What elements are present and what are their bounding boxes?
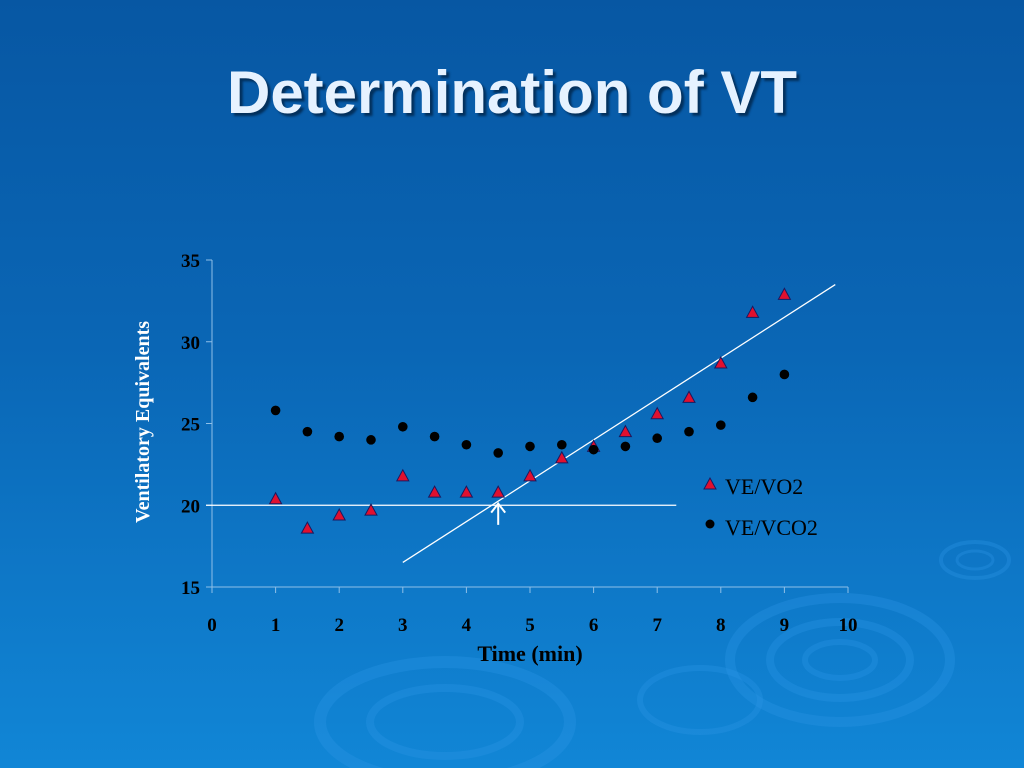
ve-vo2-point: [427, 485, 442, 498]
ve-vco2-point: [302, 426, 313, 437]
legend-marker-ve-vo2: [703, 476, 717, 490]
ve-vco2-point: [366, 435, 376, 445]
ve-vco2-point: [652, 433, 662, 444]
y-axis-label: Ventilatory Equivalents: [132, 321, 154, 523]
ve-vco2-point: [620, 441, 631, 452]
ve-vo2-point: [523, 468, 537, 482]
x-tick-label: 2: [334, 615, 344, 636]
y-tick-label: 30: [181, 333, 200, 354]
x-tick-label: 9: [780, 615, 790, 636]
x-tick-label: 8: [716, 615, 726, 636]
ve-vo2-point: [618, 424, 633, 438]
ve-vo2-point: [459, 485, 474, 498]
ve-vco2-point: [461, 439, 472, 450]
ve-vo2-point: [554, 450, 569, 464]
ve-vco2-point: [270, 405, 281, 416]
x-tick-label: 7: [652, 615, 662, 636]
ve-vo2-point: [745, 305, 760, 318]
x-tick-label: 0: [207, 615, 217, 636]
x-tick-label: 6: [589, 615, 599, 636]
ve-vo2-point: [395, 468, 410, 482]
ve-vco2-point: [557, 439, 567, 450]
chart-legend: VE/VO2 VE/VCO2: [703, 474, 818, 540]
x-tick-label: 1: [271, 615, 281, 636]
ve-vco2-point: [588, 444, 599, 455]
chart-annotations: [206, 283, 836, 564]
y-tick-label: 25: [181, 415, 200, 436]
ve-vo2-point: [650, 406, 665, 420]
threshold-slope-line: [402, 283, 836, 564]
x-tick-label: 5: [525, 615, 535, 636]
legend-label-ve-vo2: VE/VO2: [725, 474, 803, 499]
ve-vo2-point: [268, 491, 283, 505]
y-tick-label: 15: [181, 578, 200, 599]
ve-vco2-point: [398, 421, 408, 432]
chart-marks: [268, 287, 792, 534]
y-tick-label: 20: [181, 496, 200, 517]
ve-vo2-point: [364, 503, 378, 516]
ve-vco2-point: [429, 431, 440, 442]
chart-axes: 15 20 25 30 35 0 1 2 3 4 5 6 7 8 9 10: [181, 251, 858, 636]
x-tick-label: 3: [398, 615, 408, 636]
threshold-arrow-head: [490, 501, 506, 514]
ve-vco2-point: [684, 426, 694, 437]
y-tick-label: 35: [181, 251, 200, 272]
ve-vco2-point: [493, 448, 504, 458]
ve-vco2-point: [334, 431, 345, 442]
x-tick-label: 4: [462, 615, 472, 636]
legend-marker-ve-vco2: [705, 519, 715, 529]
x-axis-label: Time (min): [477, 641, 582, 666]
ve-vo2-point: [713, 355, 728, 369]
ve-vco2-point: [716, 420, 726, 430]
ve-vo2-point: [682, 390, 696, 403]
ve-vo2-point: [332, 508, 347, 521]
ve-vco2-point: [779, 369, 790, 380]
x-tick-label: 10: [839, 615, 858, 636]
ve-vo2-point: [491, 485, 506, 498]
legend-label-ve-vco2: VE/VCO2: [725, 515, 818, 540]
ve-vo2-point: [777, 287, 792, 300]
ve-vo2-point: [300, 521, 315, 534]
slide-title: Determination of VT: [226, 59, 798, 126]
ve-vco2-point: [525, 441, 535, 452]
ve-vco2-point: [747, 392, 758, 403]
